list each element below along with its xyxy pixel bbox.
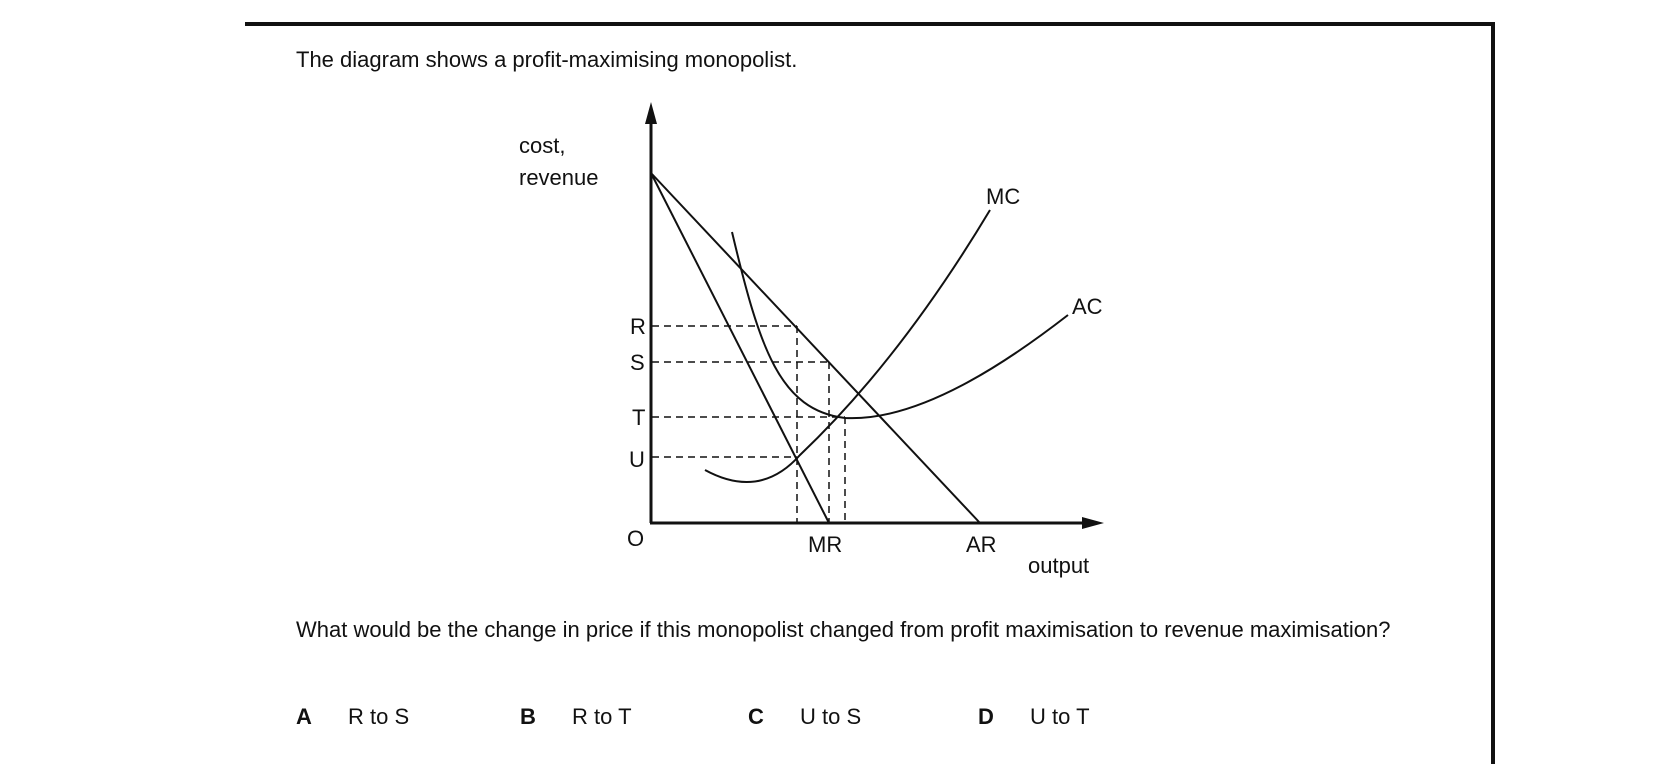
option-letter: A bbox=[296, 704, 312, 729]
option-a[interactable]: A R to S bbox=[296, 704, 409, 730]
answer-options: A R to S B R to T C U to S D U to T bbox=[0, 704, 1656, 738]
ar-label: AR bbox=[966, 532, 997, 557]
y-axis-label-line2: revenue bbox=[519, 165, 599, 190]
option-d[interactable]: D U to T bbox=[978, 704, 1090, 730]
origin-label: O bbox=[627, 526, 644, 551]
ar-curve bbox=[650, 172, 981, 524]
option-letter: D bbox=[978, 704, 994, 729]
option-letter: B bbox=[520, 704, 536, 729]
x-axis-label: output bbox=[1028, 553, 1089, 578]
price-label-t: T bbox=[632, 405, 645, 430]
option-text: U to S bbox=[800, 704, 862, 729]
question-intro: The diagram shows a profit-maximising mo… bbox=[296, 47, 798, 72]
option-letter: C bbox=[748, 704, 764, 729]
option-text: R to T bbox=[572, 704, 632, 729]
price-label-s: S bbox=[630, 350, 645, 375]
x-axis-arrow-icon bbox=[1082, 517, 1104, 529]
frame-right-border bbox=[1491, 22, 1495, 764]
option-text: U to T bbox=[1030, 704, 1090, 729]
y-axis-label-line1: cost, bbox=[519, 133, 565, 158]
price-label-u: U bbox=[629, 447, 645, 472]
question-text: What would be the change in price if thi… bbox=[296, 617, 1391, 642]
ac-label: AC bbox=[1072, 294, 1103, 319]
option-text: R to S bbox=[348, 704, 410, 729]
option-b[interactable]: B R to T bbox=[520, 704, 632, 730]
price-label-r: R bbox=[630, 314, 646, 339]
dashed-guides bbox=[652, 325, 846, 522]
mc-curve bbox=[704, 209, 991, 483]
mr-curve bbox=[650, 172, 830, 524]
frame-top-border bbox=[245, 22, 1495, 26]
ac-curve bbox=[731, 231, 1069, 420]
y-axis-arrow-icon bbox=[645, 102, 657, 124]
mr-label: MR bbox=[808, 532, 842, 557]
option-c[interactable]: C U to S bbox=[748, 704, 861, 730]
mc-label: MC bbox=[986, 184, 1020, 209]
curves bbox=[650, 172, 1069, 524]
